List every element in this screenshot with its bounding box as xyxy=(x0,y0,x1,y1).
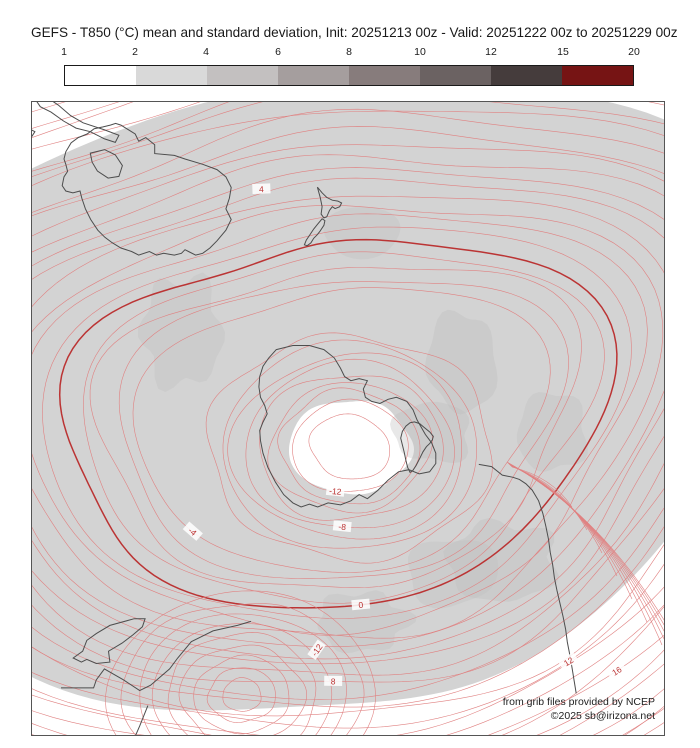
svg-text:4: 4 xyxy=(259,184,264,194)
svg-text:-12: -12 xyxy=(329,486,343,497)
svg-text:8: 8 xyxy=(331,676,336,686)
svg-text:-8: -8 xyxy=(338,521,347,532)
